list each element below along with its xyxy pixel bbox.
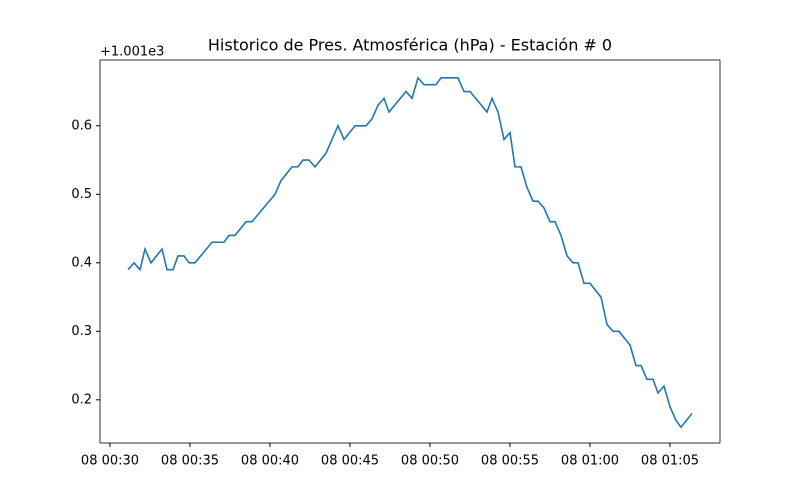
y-offset-label: +1.001e3 xyxy=(100,45,164,60)
y-tick-label: 0.5 xyxy=(71,187,92,202)
line-series xyxy=(127,76,693,429)
plot-frame xyxy=(99,59,721,444)
x-tick-label: 08 00:40 xyxy=(241,454,299,469)
x-tick-label: 08 00:30 xyxy=(81,454,139,469)
x-tick-label: 08 01:00 xyxy=(561,454,619,469)
y-tick-label: 0.4 xyxy=(71,255,92,270)
y-tick-label: 0.2 xyxy=(71,392,92,407)
y-tick-label: 0.3 xyxy=(71,324,92,339)
x-tick-label: 08 01:05 xyxy=(641,454,699,469)
x-tick-label: 08 00:35 xyxy=(161,454,219,469)
chart-title: Historico de Pres. Atmosférica (hPa) - E… xyxy=(208,36,612,55)
y-tick-label: 0.6 xyxy=(71,118,92,133)
x-tick-label: 08 00:50 xyxy=(401,454,459,469)
x-tick-label: 08 00:55 xyxy=(481,454,539,469)
x-tick-label: 08 00:45 xyxy=(321,454,379,469)
